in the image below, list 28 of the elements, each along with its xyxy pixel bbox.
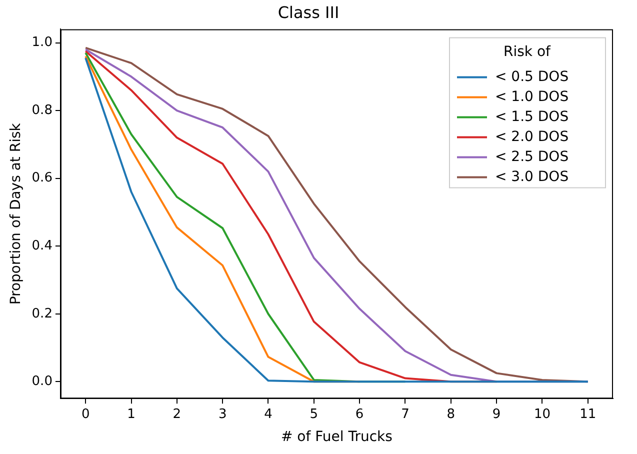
legend-label: < 3.0 DOS <box>495 168 569 185</box>
y-tick-label: 0.2 <box>32 306 52 322</box>
x-tick-label: 10 <box>534 406 550 422</box>
y-tick-label: 0.6 <box>32 170 52 186</box>
y-axis-title: Proportion of Days at Risk <box>8 122 24 305</box>
legend-label: < 0.5 DOS <box>495 68 569 85</box>
y-tick-label: 1.0 <box>32 35 52 50</box>
x-tick-label: 11 <box>580 406 596 422</box>
legend-label: < 2.0 DOS <box>495 128 569 145</box>
y-tick-label: 0.8 <box>32 102 52 118</box>
legend-label: < 1.0 DOS <box>495 88 569 105</box>
y-tick-label: 0.0 <box>32 374 52 390</box>
legend-label: < 2.5 DOS <box>495 148 569 165</box>
legend-title: Risk of <box>504 44 552 60</box>
x-tick-label: 2 <box>172 406 182 422</box>
chart-title: Class III <box>278 2 340 22</box>
x-tick-label: 1 <box>127 406 136 422</box>
x-tick-label: 0 <box>81 406 90 422</box>
x-tick-label: 5 <box>310 406 318 422</box>
x-tick-label: 7 <box>401 406 410 422</box>
y-tick-label: 0.4 <box>32 238 52 254</box>
x-tick-label: 8 <box>446 406 456 422</box>
x-tick-label: 6 <box>355 406 364 422</box>
x-tick-label: 9 <box>492 406 501 422</box>
legend-label: < 1.5 DOS <box>495 108 569 125</box>
x-tick-label: 4 <box>264 406 272 422</box>
x-tick-label: 3 <box>218 406 227 422</box>
x-axis-title: # of Fuel Trucks <box>281 429 392 446</box>
